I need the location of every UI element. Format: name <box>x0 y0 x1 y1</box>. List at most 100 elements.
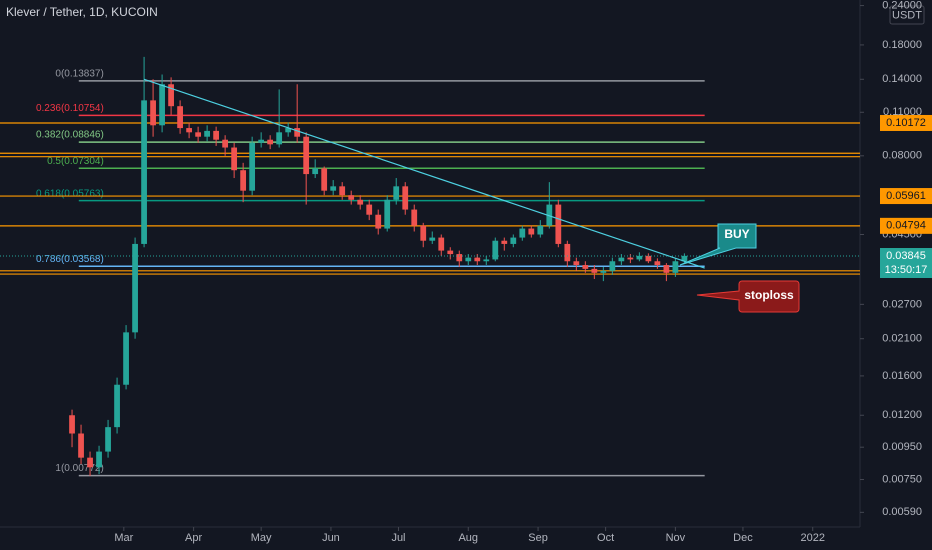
y-tick-label: 0.18000 <box>882 39 922 51</box>
x-tick-label: Nov <box>666 532 686 544</box>
candle-body <box>591 268 598 273</box>
currency: USDT <box>892 9 922 21</box>
y-tick-label: 0.00750 <box>882 473 922 485</box>
candle-body <box>492 240 499 260</box>
candle-body <box>96 451 102 468</box>
x-tick-label: 2022 <box>800 532 824 544</box>
candle-body <box>69 415 75 434</box>
candle-body <box>402 186 409 210</box>
y-tick-label: 0.02100 <box>882 333 922 345</box>
level-label: 0.04794 <box>886 220 926 232</box>
x-tick-label: Jul <box>391 532 405 544</box>
level-tag <box>880 217 932 234</box>
candle-body <box>249 142 256 191</box>
candle-body <box>600 270 607 273</box>
level-label: 0.05961 <box>886 190 926 202</box>
candle-body <box>114 384 120 428</box>
x-tick-label: Jun <box>322 532 340 544</box>
candle-body <box>384 199 391 229</box>
candle-body <box>105 427 111 452</box>
candle-body <box>204 130 211 137</box>
candle-body <box>240 170 247 191</box>
candle-body <box>168 84 174 107</box>
level-tag <box>880 114 932 131</box>
y-tick-label: 0.08000 <box>882 150 922 162</box>
y-tick-label: 0.02700 <box>882 298 922 310</box>
fib-label: 0.786(0.03568) <box>36 254 104 265</box>
x-tick-label: May <box>251 532 272 544</box>
fib-label: 0.236(0.10754) <box>36 103 104 114</box>
candle-body <box>276 132 283 145</box>
candle-body <box>150 100 156 126</box>
candle-body <box>681 255 688 262</box>
candle-body <box>663 265 670 273</box>
candle-body <box>141 100 147 244</box>
stoploss-callout <box>696 280 800 313</box>
candle-body <box>222 139 229 148</box>
x-tick-label: Sep <box>528 532 548 544</box>
candle-body <box>321 168 328 191</box>
countdown: 13:50:17 <box>885 264 928 276</box>
candle-body <box>177 106 183 129</box>
candle-body <box>411 209 418 226</box>
candle-body <box>645 255 652 262</box>
y-tick-label: 0.01600 <box>882 370 922 382</box>
candle-body <box>636 255 643 260</box>
y-tick-label: 0.01200 <box>882 409 922 421</box>
y-tick-label: 0.24000 <box>882 0 922 11</box>
candle-body <box>393 186 400 200</box>
candle-body <box>339 186 346 196</box>
candle-body <box>474 257 481 262</box>
x-tick-label: Oct <box>597 532 614 544</box>
x-tick-label: Apr <box>185 532 202 544</box>
plot: 0(0.13837) 0.236(0.10754) 0.382(0.08846) 0.… <box>0 56 860 477</box>
stoploss-label: stoploss <box>744 288 794 302</box>
last-price-label: 0.03845 <box>886 250 926 262</box>
y-tick-label: 0.00590 <box>882 506 922 518</box>
candle-body <box>546 204 553 226</box>
fib-label: 0.618(0.05763) <box>36 188 104 199</box>
candle-body <box>564 243 571 262</box>
candle-body <box>87 457 93 468</box>
candle-body <box>312 168 319 175</box>
candle-body <box>618 257 625 262</box>
level-tag <box>880 188 932 205</box>
candle-body <box>123 332 129 385</box>
candle-body <box>654 261 661 266</box>
candle-body <box>555 204 562 244</box>
fib-label: 0(0.13837) <box>55 69 103 80</box>
candle-body <box>159 84 165 126</box>
y-tick-label: 0.00950 <box>882 441 922 453</box>
candle-body <box>627 257 634 260</box>
fib-label: 0.382(0.08846) <box>36 130 104 141</box>
candle-body <box>267 139 274 145</box>
candle-body <box>537 225 544 235</box>
candle-body <box>213 130 220 140</box>
candle-body <box>294 128 301 137</box>
candle-body <box>573 261 580 266</box>
candle-body <box>366 204 373 215</box>
level-label: 0.10172 <box>886 117 926 129</box>
fib-label: 1(0.00772) <box>55 463 103 474</box>
candle-body <box>429 237 436 241</box>
x-tick-label: Mar <box>114 532 133 544</box>
currency-box <box>889 5 925 25</box>
candle-body <box>447 250 454 255</box>
candle-body <box>375 214 382 229</box>
x-tick-label: Dec <box>733 532 753 544</box>
candle-body <box>510 237 517 244</box>
candle-body <box>132 243 138 333</box>
candle-body <box>609 261 616 271</box>
candle-body <box>465 257 472 262</box>
candle-body <box>582 265 589 269</box>
candle-body <box>186 128 192 133</box>
candle-body <box>195 132 201 137</box>
candle-body <box>519 228 526 238</box>
candle-body <box>672 261 679 273</box>
candle-body <box>330 186 337 191</box>
candle-body <box>501 240 508 244</box>
candle-body <box>456 254 463 262</box>
candle-body <box>483 259 490 262</box>
